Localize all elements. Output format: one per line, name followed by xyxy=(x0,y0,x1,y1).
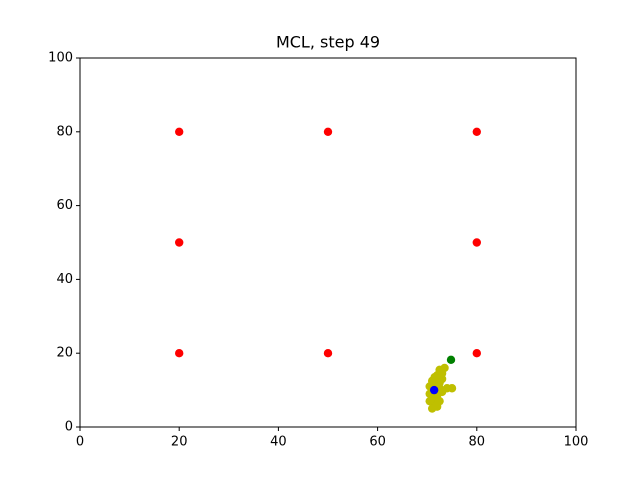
point xyxy=(175,349,184,358)
point xyxy=(446,355,456,365)
point xyxy=(472,349,481,358)
point xyxy=(472,238,481,247)
chart-title: MCL, step 49 xyxy=(276,33,380,52)
x-tick-label: 0 xyxy=(76,435,84,450)
y-tick-label: 80 xyxy=(56,124,73,139)
x-tick-label: 40 xyxy=(270,435,287,450)
point xyxy=(447,384,457,393)
y-tick-label: 100 xyxy=(48,51,73,66)
point xyxy=(472,127,481,136)
y-tick-label: 20 xyxy=(56,346,73,361)
point xyxy=(432,400,442,410)
point xyxy=(323,349,333,358)
point xyxy=(323,127,333,136)
x-tick-label: 20 xyxy=(171,435,188,450)
point xyxy=(175,238,184,247)
x-tick-label: 80 xyxy=(469,435,486,450)
y-tick-label: 0 xyxy=(65,420,73,435)
y-tick-label: 60 xyxy=(56,198,73,213)
x-tick-label: 60 xyxy=(369,435,386,450)
point xyxy=(429,385,439,395)
x-tick-label: 100 xyxy=(564,435,589,450)
point xyxy=(430,372,439,382)
y-tick-label: 40 xyxy=(56,272,73,287)
plot-frame xyxy=(79,57,577,428)
point xyxy=(175,127,184,136)
point xyxy=(440,363,449,373)
